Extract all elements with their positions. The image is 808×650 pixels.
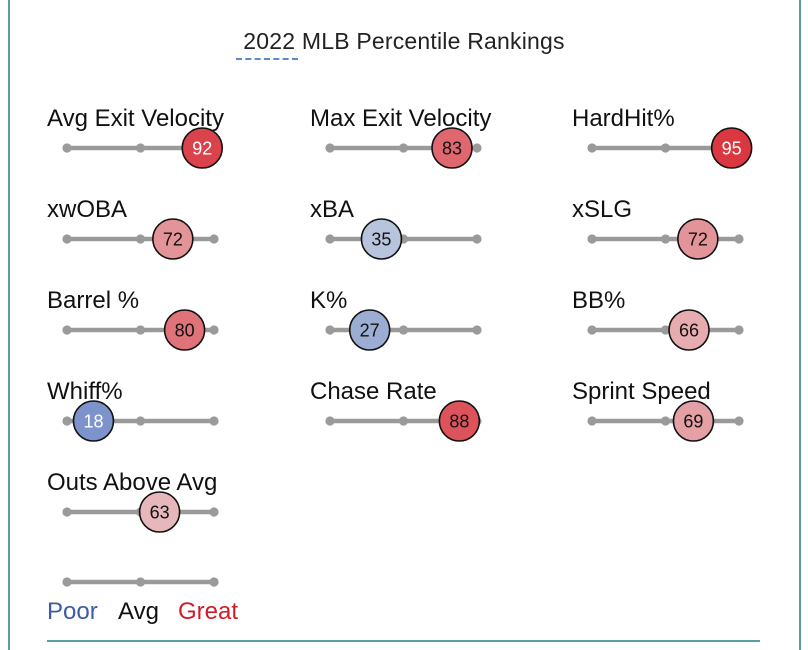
percentile-value: 72 <box>163 230 183 250</box>
track-tick-100 <box>734 416 744 426</box>
track-tick-50 <box>135 325 146 335</box>
track-tick-50 <box>135 234 146 244</box>
percentile-bubble <box>360 218 403 260</box>
track-tick-100 <box>472 234 482 244</box>
metric-bb: BB% 66 <box>572 287 744 351</box>
percentile-bubble <box>677 218 719 260</box>
track-tick-50 <box>660 416 671 426</box>
percentile-bubble <box>431 127 473 169</box>
track-tick-0 <box>325 325 335 335</box>
chart-frame <box>8 0 801 650</box>
track-tick-0 <box>62 143 72 153</box>
track-tick-100 <box>734 234 744 244</box>
track-tick-100 <box>472 325 482 335</box>
metric-hardhit: HardHit% 95 <box>572 105 753 169</box>
metric-label: K% <box>310 287 347 314</box>
metric-label: Whiff% <box>47 378 123 405</box>
percentile-bubble <box>710 127 753 169</box>
metric-label: Barrel % <box>47 287 139 314</box>
percentile-value: 66 <box>679 321 699 341</box>
percentile-value: 88 <box>449 412 469 432</box>
percentile-value: 27 <box>360 321 380 341</box>
percentile-bubble <box>72 400 115 442</box>
legend: Poor Avg Great <box>47 577 238 625</box>
metric-k: K% 27 <box>310 287 482 351</box>
track-tick-50 <box>135 416 146 426</box>
chart-title: 2022 MLB Percentile Rankings <box>243 28 565 54</box>
metric-label: Chase Rate <box>310 378 437 405</box>
metric-whiff: Whiff% 18 <box>47 378 219 442</box>
metric-avg-exit-velocity: Avg Exit Velocity 92 <box>47 105 224 169</box>
metric-chase-rate: Chase Rate 88 <box>310 378 482 442</box>
metric-label: Max Exit Velocity <box>310 105 491 132</box>
legend-tick-great <box>209 577 219 587</box>
legend-tick-avg <box>135 577 146 587</box>
metric-label: xBA <box>310 196 354 223</box>
metric-xba: xBA 35 <box>310 196 482 260</box>
metric-label: Avg Exit Velocity <box>47 105 224 132</box>
legend-label-avg: Avg <box>118 598 159 625</box>
metric-max-exit-velocity: Max Exit Velocity 83 <box>310 105 491 169</box>
metric-label: xSLG <box>572 196 632 223</box>
track-tick-100 <box>209 234 219 244</box>
track-tick-0 <box>325 143 335 153</box>
track-tick-0 <box>62 234 72 244</box>
metric-xslg: xSLG 72 <box>572 196 744 260</box>
title-underline <box>236 58 298 60</box>
percentile-bubble <box>438 400 481 442</box>
metric-label: xwOBA <box>47 196 127 223</box>
percentile-value: 92 <box>192 139 212 159</box>
track-tick-0 <box>325 234 335 244</box>
percentile-bubble <box>348 309 391 351</box>
track-tick-100 <box>472 143 482 153</box>
percentile-value: 63 <box>150 503 170 523</box>
percentile-value: 80 <box>175 321 195 341</box>
metric-xwoba: xwOBA 72 <box>47 196 219 260</box>
percentile-bubble <box>672 400 715 442</box>
track-tick-0 <box>587 234 597 244</box>
metric-label: BB% <box>572 287 625 314</box>
percentile-bubble <box>163 309 206 351</box>
percentile-bubble <box>181 127 224 169</box>
track-tick-50 <box>660 325 671 335</box>
track-tick-0 <box>587 143 597 153</box>
track-tick-50 <box>398 416 409 426</box>
track-tick-0 <box>62 507 72 517</box>
track-tick-0 <box>62 416 72 426</box>
metric-label: Sprint Speed <box>572 378 711 405</box>
track-tick-0 <box>587 325 597 335</box>
track-tick-50 <box>135 143 146 153</box>
percentile-bubble <box>138 491 181 533</box>
track-tick-0 <box>325 416 335 426</box>
percentile-bubble <box>668 309 710 351</box>
percentile-value: 69 <box>683 412 703 432</box>
legend-label-poor: Poor <box>47 598 98 625</box>
legend-tick-poor <box>62 577 72 587</box>
percentile-value: 72 <box>688 230 708 250</box>
metric-barrel: Barrel % 80 <box>47 287 219 351</box>
track-tick-0 <box>62 325 72 335</box>
track-tick-100 <box>209 507 219 517</box>
track-tick-50 <box>398 143 409 153</box>
track-tick-100 <box>209 416 219 426</box>
percentile-bubble <box>152 218 194 260</box>
metric-label: HardHit% <box>572 105 675 132</box>
percentile-value: 83 <box>442 139 462 159</box>
track-tick-50 <box>660 234 671 244</box>
track-tick-50 <box>660 143 671 153</box>
metric-label: Outs Above Avg <box>47 469 217 496</box>
track-tick-50 <box>398 325 409 335</box>
track-tick-100 <box>734 325 744 335</box>
metric-outs-above-avg: Outs Above Avg 63 <box>47 469 219 533</box>
percentile-value: 95 <box>722 139 742 159</box>
metric-sprint-speed: Sprint Speed 69 <box>572 378 744 442</box>
bottom-divider <box>47 640 760 642</box>
percentile-value: 35 <box>371 230 391 250</box>
track-tick-100 <box>209 325 219 335</box>
legend-label-great: Great <box>178 598 238 625</box>
percentile-value: 18 <box>83 412 103 432</box>
track-tick-0 <box>587 416 597 426</box>
